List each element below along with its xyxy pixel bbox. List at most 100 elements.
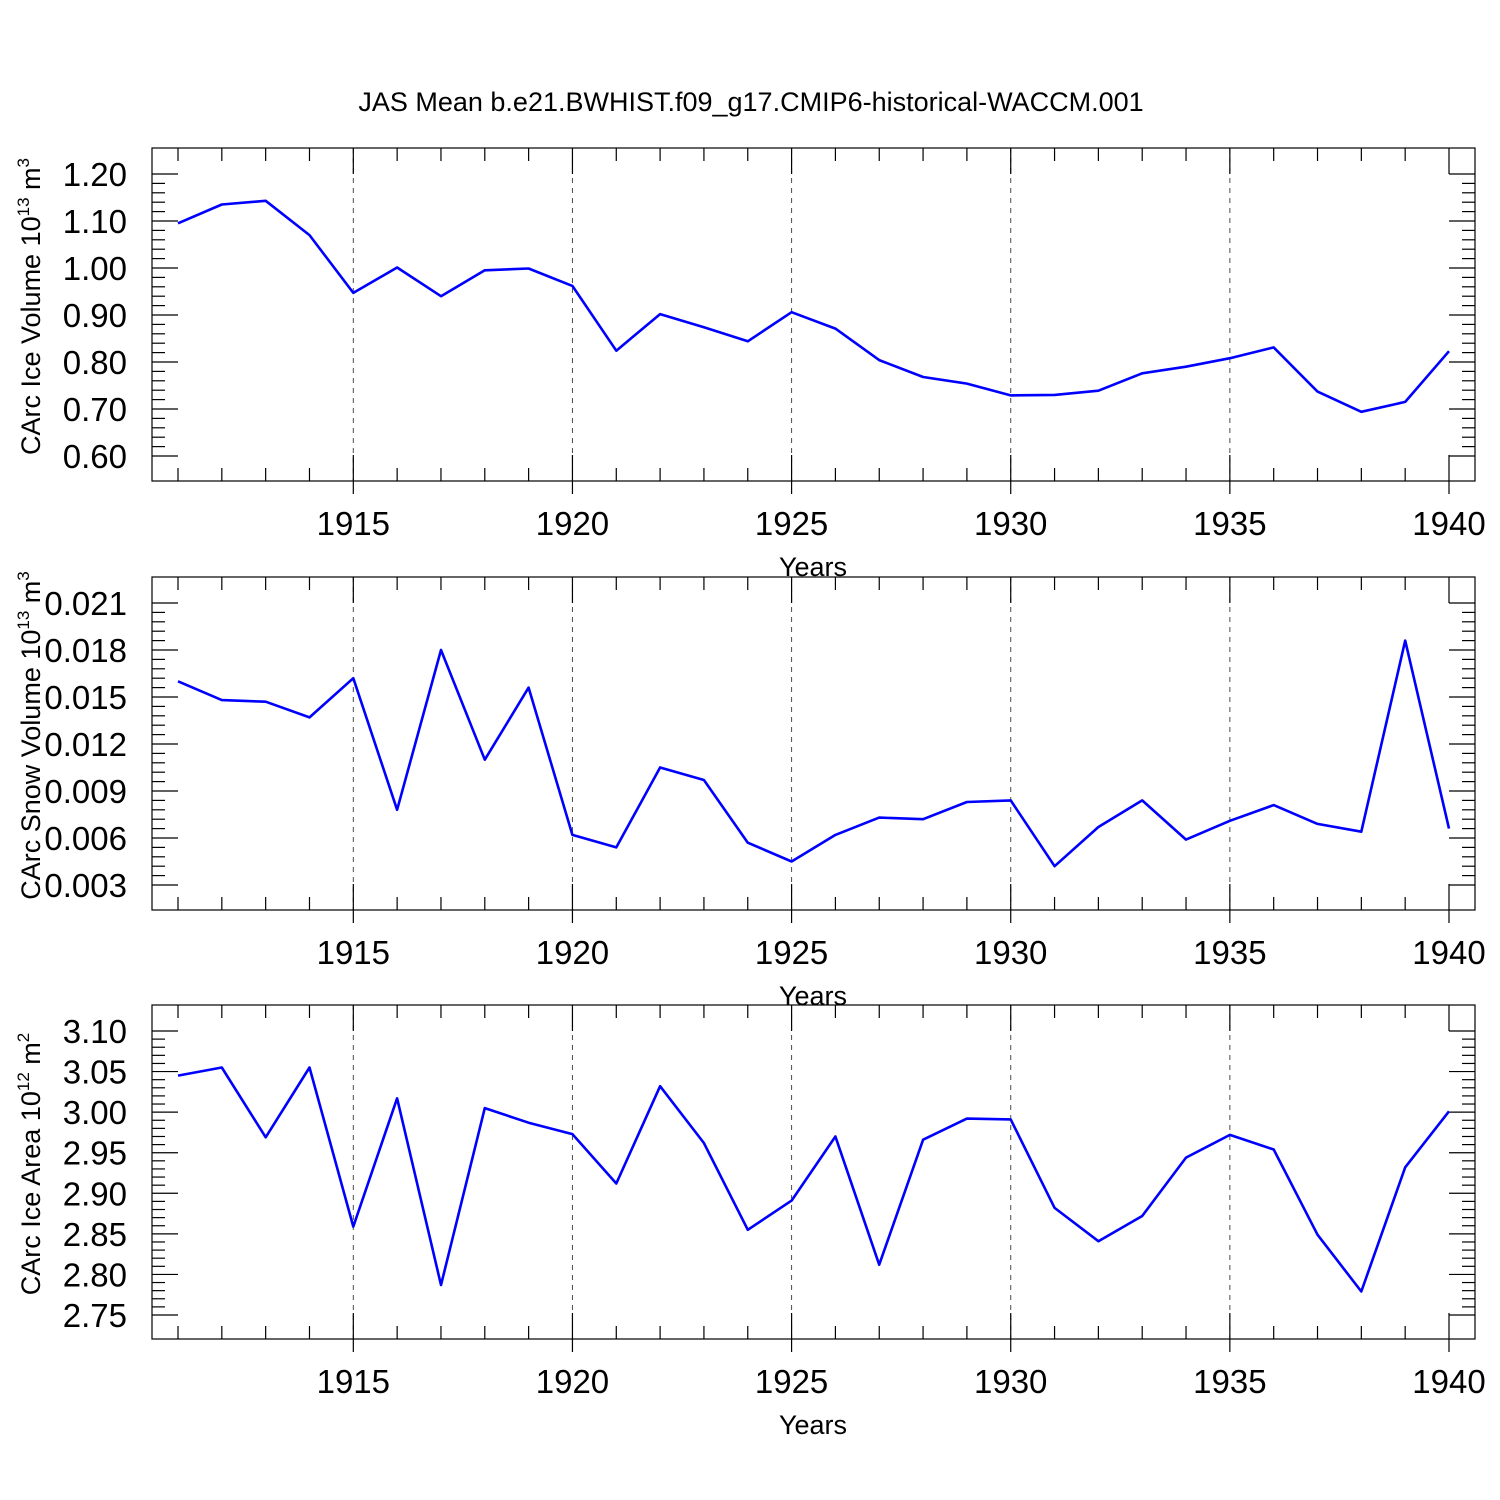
ice-area-y-tick-label: 3.10	[63, 1013, 127, 1050]
ice-area-x-tick-label: 1940	[1412, 1363, 1485, 1400]
ice-volume-data-point	[790, 310, 794, 314]
ice-volume-data-point	[1228, 356, 1232, 360]
snow-volume-data-point	[746, 841, 750, 845]
ice-area-data-point	[176, 1074, 180, 1078]
ice-area-data-point	[965, 1117, 969, 1121]
ice-volume-data-point	[570, 284, 574, 288]
snow-volume-data-point	[1316, 822, 1320, 826]
ice-area-data-point	[351, 1225, 355, 1229]
ice-volume-data-point	[264, 199, 268, 203]
snow-volume-data-point	[1096, 825, 1100, 829]
snow-volume-y-tick-label: 0.012	[44, 726, 127, 763]
snow-volume-x-tick-label: 1930	[974, 934, 1047, 971]
snow-volume-data-point	[965, 800, 969, 804]
ice-area-data-point	[483, 1106, 487, 1110]
ice-volume-data-point	[746, 339, 750, 343]
ice-area-x-tick-label: 1915	[317, 1363, 390, 1400]
snow-volume-data-point	[1359, 830, 1363, 834]
ice-volume-data-point	[1403, 400, 1407, 404]
ice-volume-y-tick-label: 1.00	[63, 250, 127, 287]
snow-volume-data-point	[264, 700, 268, 704]
ice-area-data-point	[1403, 1165, 1407, 1169]
ice-volume-data-point	[1096, 389, 1100, 393]
ice-area-data-point	[614, 1182, 618, 1186]
snow-volume-data-point	[395, 808, 399, 812]
snow-volume-data-point	[658, 766, 662, 770]
ice-area-data-point	[1447, 1109, 1451, 1113]
ice-area-y-axis-title: CArc Ice Area 1012 m2	[14, 1033, 46, 1296]
snow-volume-data-point	[921, 817, 925, 821]
ice-area-data-point	[921, 1138, 925, 1142]
ice-area-data-point	[1359, 1289, 1363, 1293]
ice-area-data-point	[570, 1132, 574, 1136]
ice-area-x-axis-title: Years	[779, 1410, 847, 1440]
snow-volume-y-axis-title-exp2: 3	[14, 571, 33, 580]
ice-volume-y-tick-label: 1.10	[63, 203, 127, 240]
ice-volume-data-point	[1009, 393, 1013, 397]
ice-volume-data-point	[483, 268, 487, 272]
ice-volume-data-point	[658, 312, 662, 316]
ice-volume-data-point	[702, 325, 706, 329]
ice-area-data-point	[1096, 1239, 1100, 1243]
snow-volume-x-tick-label: 1935	[1193, 934, 1266, 971]
ice-area-data-point	[877, 1263, 881, 1267]
ice-area-data-point	[439, 1283, 443, 1287]
ice-volume-data-point	[395, 266, 399, 270]
snow-volume-y-axis-title: CArc Snow Volume 1013 m3	[14, 571, 46, 900]
ice-volume-y-axis-title-exp1: 13	[14, 197, 33, 216]
snow-volume-y-tick-label: 0.006	[44, 820, 127, 857]
ice-area-y-tick-label: 2.75	[63, 1297, 127, 1334]
ice-volume-x-tick-label: 1925	[755, 505, 828, 542]
snow-volume-y-axis-title-main: CArc Snow Volume 10	[16, 630, 46, 900]
snow-volume-data-point	[307, 715, 311, 719]
ice-area-y-axis-title-unit: m	[16, 1042, 46, 1072]
ice-volume-data-point	[1184, 365, 1188, 369]
ice-area-data-point	[307, 1066, 311, 1070]
ice-volume-data-point	[1447, 349, 1451, 353]
ice-area-data-point	[1184, 1156, 1188, 1160]
ice-volume-data-point	[1272, 345, 1276, 349]
ice-area-y-tick-label: 2.80	[63, 1256, 127, 1293]
ice-area-y-axis-title-exp2: 2	[14, 1033, 33, 1042]
ice-area-data-point	[1316, 1233, 1320, 1237]
ice-area-data-point	[833, 1134, 837, 1138]
snow-volume-data-point	[614, 845, 618, 849]
ice-volume-y-tick-label: 1.20	[63, 156, 127, 193]
snow-volume-data-point	[220, 698, 224, 702]
ice-area-data-point	[1272, 1147, 1276, 1151]
ice-area-data-point	[1053, 1206, 1057, 1210]
ice-volume-data-point	[614, 349, 618, 353]
snow-volume-data-point	[877, 816, 881, 820]
snow-volume-data-point	[1228, 819, 1232, 823]
snow-volume-data-point	[702, 778, 706, 782]
ice-area-data-point	[1009, 1117, 1013, 1121]
ice-volume-y-tick-label: 0.90	[63, 297, 127, 334]
snow-volume-data-point	[1009, 798, 1013, 802]
snow-volume-plot-frame	[151, 576, 1476, 911]
ice-area-y-tick-label: 2.95	[63, 1135, 127, 1172]
snow-volume-x-tick-label: 1940	[1412, 934, 1485, 971]
ice-volume-x-tick-label: 1935	[1193, 505, 1266, 542]
ice-volume-y-tick-label: 0.60	[63, 438, 127, 475]
ice-volume-x-tick-label: 1930	[974, 505, 1047, 542]
ice-area-x-tick-label: 1920	[536, 1363, 609, 1400]
snow-volume-y-axis-title-exp1: 13	[14, 611, 33, 630]
figure-title: JAS Mean b.e21.BWHIST.f09_g17.CMIP6-hist…	[358, 87, 1143, 117]
snow-volume-x-tick-label: 1915	[317, 934, 390, 971]
ice-volume-data-point	[921, 375, 925, 379]
snow-volume-data-point	[176, 679, 180, 683]
ice-area-y-tick-label: 3.00	[63, 1094, 127, 1131]
snow-volume-data-point	[1403, 639, 1407, 643]
ice-volume-data-point	[877, 358, 881, 362]
ice-volume-data-point	[176, 221, 180, 225]
snow-volume-series-line	[177, 639, 1451, 868]
ice-area-panel: 2.75 2.802.85 2.902.95 3.003.05 3.10 1915 1920…	[14, 1004, 1486, 1440]
snow-volume-data-point	[1272, 803, 1276, 807]
ice-volume-data-point	[965, 382, 969, 386]
snow-volume-data-point	[527, 686, 531, 690]
ice-volume-panel: 0.60 0.70 0.80 0.90 1.00 1.10 1.20 1915 1920 1925…	[14, 147, 1486, 582]
ice-area-y-tick-label: 3.05	[63, 1054, 127, 1091]
snow-volume-y-tick-label: 0.009	[44, 773, 127, 810]
snow-volume-data-point	[1053, 864, 1057, 868]
